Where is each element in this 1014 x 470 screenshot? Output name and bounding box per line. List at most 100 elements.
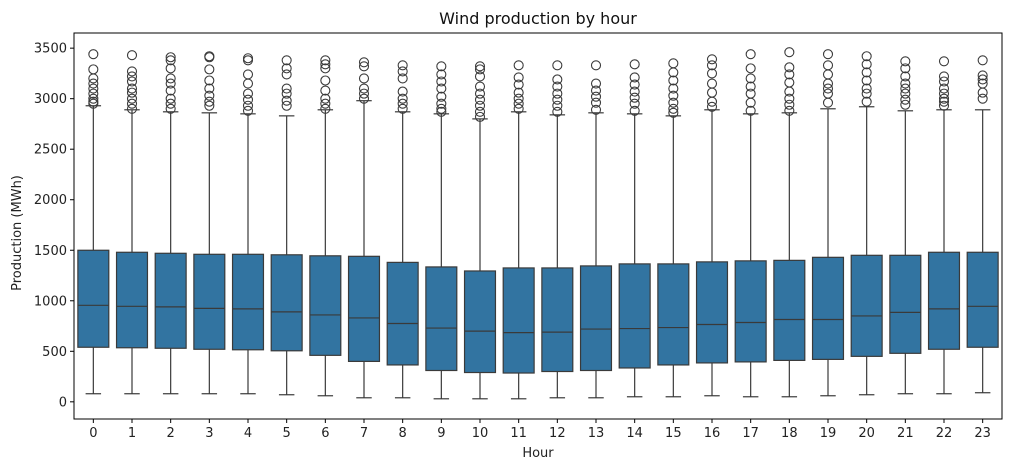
outlier-point bbox=[938, 83, 950, 94]
outlier-point bbox=[513, 60, 524, 71]
outlier-point bbox=[552, 60, 563, 71]
x-tick-label: 12 bbox=[549, 426, 566, 441]
outlier-point bbox=[745, 105, 756, 116]
box-group bbox=[347, 57, 381, 399]
outlier-point bbox=[822, 78, 834, 89]
box-group bbox=[386, 60, 419, 399]
box bbox=[695, 261, 729, 364]
y-tick-label: 2500 bbox=[34, 143, 67, 158]
outlier-point bbox=[320, 93, 331, 104]
outlier-point bbox=[900, 83, 911, 94]
outlier-point bbox=[397, 98, 408, 109]
outlier-point bbox=[900, 99, 911, 110]
box-group bbox=[966, 55, 999, 394]
box-group bbox=[270, 55, 303, 396]
box-group bbox=[541, 60, 574, 399]
x-tick-label: 19 bbox=[820, 426, 837, 441]
outlier-point bbox=[977, 87, 988, 98]
outlier-point bbox=[242, 100, 254, 111]
outlier-point bbox=[397, 86, 408, 97]
outlier-point bbox=[165, 93, 176, 104]
outlier-point bbox=[629, 86, 640, 97]
box bbox=[966, 251, 999, 348]
outlier-point bbox=[88, 83, 99, 94]
outlier-point bbox=[436, 69, 447, 80]
outlier-point bbox=[126, 103, 138, 114]
x-tick-label: 5 bbox=[283, 426, 291, 441]
outlier-point bbox=[88, 49, 99, 60]
outlier-point bbox=[436, 106, 447, 117]
outlier-point bbox=[242, 105, 254, 116]
outlier-point bbox=[320, 85, 331, 96]
outlier-point bbox=[436, 103, 447, 114]
outlier-point bbox=[474, 88, 486, 99]
x-tick-label: 15 bbox=[665, 426, 682, 441]
outlier-point bbox=[861, 96, 872, 107]
outlier-point bbox=[668, 107, 679, 118]
outlier-point bbox=[358, 73, 370, 84]
outlier-point bbox=[900, 63, 911, 74]
outlier-point bbox=[668, 103, 679, 114]
box-group bbox=[193, 51, 226, 395]
outlier-point bbox=[436, 83, 447, 94]
x-tick-label: 1 bbox=[128, 426, 136, 441]
box-group bbox=[811, 49, 845, 397]
box bbox=[309, 255, 342, 356]
outlier-point bbox=[320, 98, 331, 109]
outlier-point bbox=[165, 52, 176, 63]
outlier-point bbox=[474, 71, 486, 82]
outlier-point bbox=[784, 69, 795, 80]
x-tick-label: 6 bbox=[321, 426, 329, 441]
outlier-point bbox=[242, 78, 254, 89]
outlier-point bbox=[552, 106, 563, 117]
outlier-point bbox=[513, 72, 524, 83]
outlier-point bbox=[706, 60, 718, 71]
outlier-point bbox=[126, 50, 138, 61]
x-tick-label: 22 bbox=[936, 426, 953, 441]
outlier-point bbox=[861, 59, 872, 70]
box bbox=[231, 253, 265, 351]
x-tick-label: 23 bbox=[974, 426, 991, 441]
box bbox=[850, 254, 883, 357]
box-group bbox=[502, 60, 535, 400]
outlier-point bbox=[745, 63, 756, 74]
outlier-point bbox=[242, 69, 254, 80]
box-group bbox=[463, 61, 497, 400]
y-axis-title: Production (MWh) bbox=[10, 175, 25, 291]
outlier-point bbox=[629, 59, 640, 70]
x-tick-label: 21 bbox=[897, 426, 914, 441]
outlier-point bbox=[281, 95, 292, 106]
box bbox=[154, 252, 187, 349]
outlier-point bbox=[822, 60, 834, 71]
box bbox=[347, 255, 381, 363]
outlier-point bbox=[822, 69, 834, 80]
chart-title: Wind production by hour bbox=[439, 9, 637, 28]
outlier-point bbox=[126, 93, 138, 104]
outlier-point bbox=[474, 106, 486, 117]
box bbox=[541, 267, 574, 373]
outlier-point bbox=[165, 63, 176, 74]
outlier-point bbox=[977, 78, 988, 89]
outlier-point bbox=[474, 61, 486, 72]
outlier-point bbox=[165, 103, 176, 114]
outlier-point bbox=[126, 98, 138, 109]
outlier-point bbox=[861, 51, 872, 62]
outlier-point bbox=[165, 73, 176, 84]
box-group bbox=[773, 47, 806, 398]
outlier-point bbox=[204, 83, 215, 94]
outlier-point bbox=[629, 79, 640, 90]
outlier-point bbox=[552, 74, 563, 85]
outlier-point bbox=[513, 87, 524, 98]
outlier-point bbox=[784, 86, 795, 97]
outlier-point bbox=[281, 88, 292, 99]
x-tick-label: 7 bbox=[360, 426, 368, 441]
box bbox=[502, 267, 535, 374]
outlier-point bbox=[88, 96, 99, 107]
box bbox=[270, 254, 303, 352]
y-tick-label: 3000 bbox=[34, 92, 67, 107]
outlier-point bbox=[126, 71, 138, 82]
outlier-point bbox=[242, 55, 254, 66]
box bbox=[463, 270, 497, 374]
outlier-point bbox=[281, 83, 292, 94]
